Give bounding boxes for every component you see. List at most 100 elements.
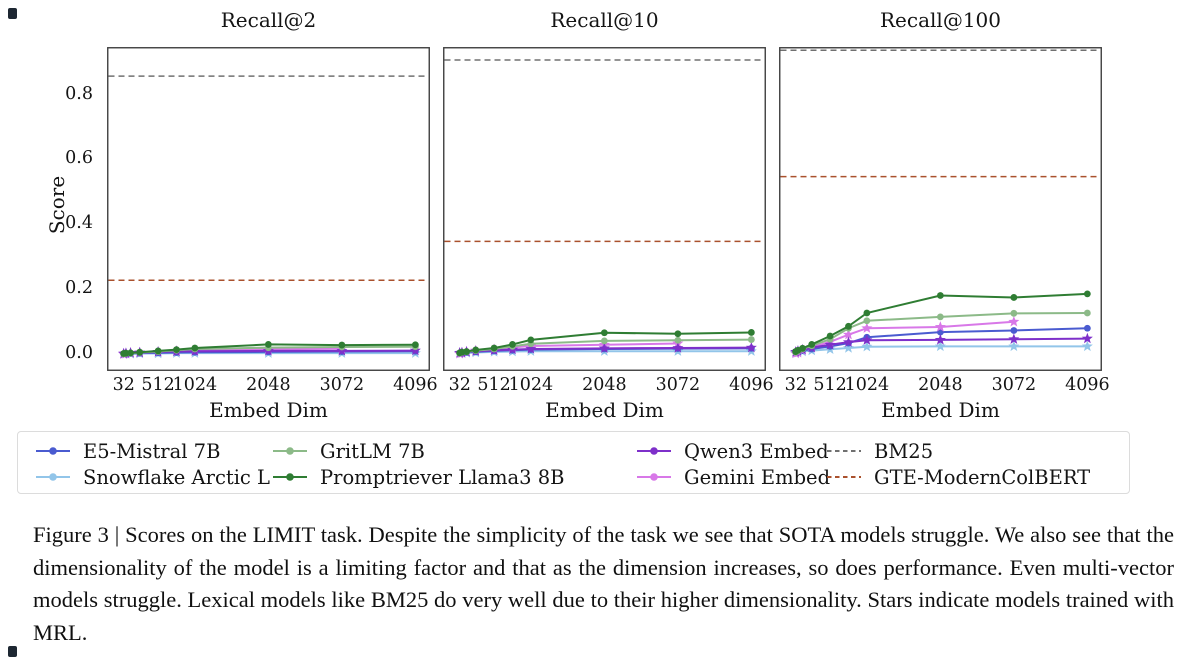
panel-recall-2: Recall@2 32 512 1024 2048 3072 4096 Embed Dim bbox=[107, 0, 438, 425]
x-tick-1024: 1024 bbox=[508, 375, 554, 395]
series-marker-qwen3-embed bbox=[824, 338, 836, 350]
line-circle-swatch-icon bbox=[635, 443, 673, 459]
series-marker-gritlm-7b bbox=[1010, 309, 1018, 317]
x-tick-32: 32 bbox=[448, 375, 471, 395]
chart-title: Recall@10 bbox=[550, 8, 659, 32]
plot-area bbox=[779, 47, 1102, 371]
x-tick-labels: 32 512 1024 2048 3072 4096 bbox=[107, 375, 438, 397]
series-marker-gemini-embed bbox=[842, 328, 854, 340]
y-tick-0.4: 0.4 bbox=[65, 213, 93, 234]
x-axis-label: Embed Dim bbox=[545, 398, 664, 422]
y-tick-0.2: 0.2 bbox=[65, 278, 93, 298]
panel-recall-100: Recall@100 32 512 1024 2048 3072 4096 Embed D… bbox=[779, 0, 1110, 425]
series-marker-qwen3-embed bbox=[934, 334, 946, 345]
x-tick-1024: 1024 bbox=[172, 375, 218, 395]
series-marker-qwen3-embed bbox=[1081, 332, 1093, 344]
legend-label: GritLM 7B bbox=[320, 439, 425, 463]
screenshot-artifact-bottom bbox=[8, 646, 17, 657]
series-marker-e5-mistral-7b bbox=[1010, 327, 1018, 334]
series-marker-gritlm-7b bbox=[936, 313, 944, 321]
x-tick-512: 512 bbox=[477, 375, 511, 395]
series-marker-snowflake-arctic-l bbox=[1081, 340, 1093, 352]
series-marker-e5-mistral-7b bbox=[1083, 324, 1091, 332]
series-marker-promptriever-llama3-8b bbox=[527, 336, 535, 344]
series-marker-promptriever-llama3-8b bbox=[845, 322, 852, 330]
series-marker-qwen3-embed bbox=[842, 336, 854, 347]
line-chart-recall-100 bbox=[779, 47, 1102, 371]
x-tick-2048: 2048 bbox=[582, 375, 627, 395]
series-marker-promptriever-llama3-8b bbox=[472, 346, 480, 354]
x-tick-4096: 4096 bbox=[729, 375, 774, 395]
legend-label: Snowflake Arctic L bbox=[83, 465, 271, 489]
legend-label: BM25 bbox=[874, 439, 934, 463]
series-marker-promptriever-llama3-8b bbox=[674, 330, 682, 338]
legend-label: Qwen3 Embed bbox=[684, 439, 829, 463]
figure-caption: Figure 3 | Scores on the LIMIT task. Des… bbox=[33, 522, 1174, 645]
series-marker-qwen3-embed bbox=[672, 342, 684, 353]
y-tick-0.0: 0.0 bbox=[65, 342, 93, 363]
series-marker-promptriever-llama3-8b bbox=[936, 292, 944, 299]
legend-label: E5-Mistral 7B bbox=[83, 439, 221, 463]
x-axis-label: Embed Dim bbox=[881, 398, 1000, 422]
line-circle-swatch-icon bbox=[271, 469, 309, 485]
series-marker-promptriever-llama3-8b bbox=[1083, 290, 1091, 298]
series-marker-promptriever-llama3-8b bbox=[799, 344, 806, 352]
plot-border bbox=[779, 47, 1102, 371]
legend-label: Gemini Embed bbox=[684, 465, 831, 489]
legend-item-bm25: BM25 bbox=[825, 438, 1121, 464]
series-marker-qwen3-embed bbox=[525, 343, 537, 354]
plot-area bbox=[443, 47, 766, 371]
x-tick-1024: 1024 bbox=[844, 375, 890, 395]
series-marker-qwen3-embed bbox=[598, 342, 610, 354]
legend-item-e5-mistral: E5-Mistral 7B bbox=[34, 438, 271, 464]
x-tick-512: 512 bbox=[813, 375, 847, 395]
line-circle-swatch-icon bbox=[271, 443, 309, 459]
screenshot-artifact-top bbox=[8, 8, 17, 19]
x-tick-512: 512 bbox=[141, 375, 175, 395]
line-circle-swatch-icon bbox=[34, 443, 72, 459]
series-marker-promptriever-llama3-8b bbox=[127, 349, 134, 357]
line-circle-swatch-icon bbox=[34, 469, 72, 485]
plot-border bbox=[107, 47, 430, 371]
x-tick-3072: 3072 bbox=[655, 375, 701, 395]
series-marker-promptriever-llama3-8b bbox=[173, 346, 180, 354]
series-marker-promptriever-llama3-8b bbox=[463, 348, 470, 355]
x-tick-4096: 4096 bbox=[393, 375, 438, 395]
legend-label: GTE-ModernColBERT bbox=[874, 465, 1091, 489]
legend-item-gemini: Gemini Embed bbox=[635, 464, 830, 490]
legend-item-qwen3: Qwen3 Embed bbox=[635, 438, 829, 464]
series-marker-gritlm-7b bbox=[747, 336, 755, 343]
series-marker-promptriever-llama3-8b bbox=[826, 332, 834, 340]
series-marker-gemini-embed bbox=[1008, 315, 1020, 327]
series-marker-promptriever-llama3-8b bbox=[154, 347, 162, 355]
series-marker-gritlm-7b bbox=[674, 336, 682, 344]
y-tick-0.6: 0.6 bbox=[65, 148, 93, 169]
series-marker-snowflake-arctic-l bbox=[842, 342, 854, 353]
legend-item-promptriever: Promptriever Llama3 8B bbox=[271, 464, 635, 490]
legend-item-gte-moderncolbert: GTE-ModernColBERT bbox=[825, 464, 1121, 490]
series-marker-promptriever-llama3-8b bbox=[490, 344, 498, 352]
series-marker-snowflake-arctic-l bbox=[1008, 340, 1020, 352]
y-axis: Score 0.0 0.2 0.4 0.6 0.8 bbox=[0, 0, 100, 425]
chart-title: Recall@100 bbox=[880, 8, 1001, 32]
legend: E5-Mistral 7B GritLM 7B Qwen3 Embed BM25… bbox=[17, 431, 1130, 494]
x-tick-32: 32 bbox=[784, 375, 807, 395]
series-marker-snowflake-arctic-l bbox=[934, 340, 946, 352]
x-tick-labels: 32 512 1024 2048 3072 4096 bbox=[443, 375, 774, 397]
series-marker-gritlm-7b bbox=[863, 317, 871, 325]
series-marker-promptriever-llama3-8b bbox=[338, 341, 346, 349]
series-marker-gritlm-7b bbox=[600, 337, 608, 345]
chart-title: Recall@2 bbox=[220, 8, 317, 32]
series-marker-promptriever-llama3-8b bbox=[808, 341, 816, 348]
series-marker-qwen3-embed bbox=[1008, 333, 1020, 344]
line-chart-recall-2 bbox=[107, 47, 430, 371]
x-tick-4096: 4096 bbox=[1065, 375, 1110, 395]
series-marker-promptriever-llama3-8b bbox=[600, 329, 608, 337]
legend-item-snowflake: Snowflake Arctic L bbox=[34, 464, 271, 490]
series-marker-qwen3-embed bbox=[861, 334, 873, 345]
legend-item-gritlm: GritLM 7B bbox=[271, 438, 635, 464]
series-marker-gemini-embed bbox=[861, 322, 873, 333]
x-tick-2048: 2048 bbox=[918, 375, 963, 395]
x-tick-2048: 2048 bbox=[246, 375, 291, 395]
